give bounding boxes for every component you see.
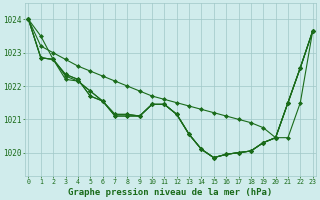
X-axis label: Graphe pression niveau de la mer (hPa): Graphe pression niveau de la mer (hPa): [68, 188, 273, 197]
